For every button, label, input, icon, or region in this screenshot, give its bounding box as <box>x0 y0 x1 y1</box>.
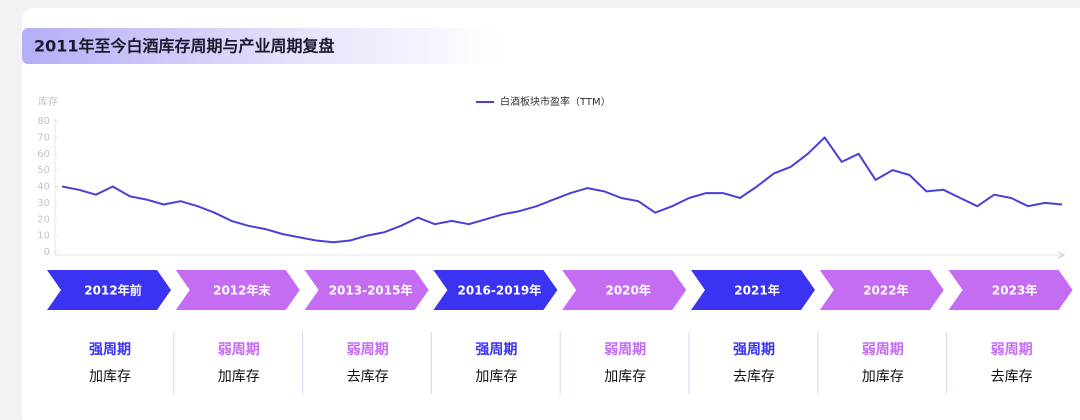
period-label: 2022年 <box>863 283 908 298</box>
period-label: 2013-2015年 <box>329 283 413 298</box>
period-label: 2016-2019年 <box>458 283 542 298</box>
period-label: 2020年 <box>605 283 650 298</box>
cycle-label: 弱周期 <box>604 342 646 358</box>
cycle-label: 弱周期 <box>218 342 260 358</box>
y-tick-label: 30 <box>37 198 50 209</box>
title-banner <box>22 28 502 64</box>
period-label: 2021年 <box>734 283 779 298</box>
period-chevron <box>433 270 558 310</box>
y-tick-label: 70 <box>37 132 50 143</box>
period-chevron <box>175 270 300 310</box>
legend-label: 白酒板块市盈率（TTM） <box>500 95 611 108</box>
period-label: 2023年 <box>992 283 1037 298</box>
y-tick-label: 10 <box>37 231 50 242</box>
period-chevron <box>304 270 429 310</box>
period-label: 2012年前 <box>84 283 141 298</box>
y-tick-label: 0 <box>44 247 50 258</box>
period-chevron <box>47 270 171 310</box>
inventory-label: 加库存 <box>862 369 904 385</box>
y-tick-label: 80 <box>37 116 50 127</box>
line-series <box>61 136 1063 244</box>
period-chevron <box>562 270 687 310</box>
y-tick-label: 50 <box>37 165 50 176</box>
period-chevron <box>819 270 944 310</box>
axis-arrow <box>1057 251 1066 259</box>
cycle-label: 弱周期 <box>862 342 904 358</box>
card <box>22 8 1080 420</box>
cycle-label: 弱周期 <box>347 342 389 358</box>
inventory-label: 加库存 <box>475 369 517 385</box>
period-chevron <box>691 270 815 310</box>
inventory-label: 去库存 <box>991 369 1033 385</box>
inventory-label: 加库存 <box>218 369 260 385</box>
cycle-label: 强周期 <box>475 342 517 358</box>
cycle-label: 强周期 <box>733 342 775 358</box>
period-chevron <box>948 270 1073 310</box>
y-tick-label: 40 <box>37 182 50 193</box>
y-axis-label: 库存 <box>38 95 58 108</box>
inventory-label: 去库存 <box>347 369 389 385</box>
inventory-label: 加库存 <box>604 369 646 385</box>
inventory-label: 加库存 <box>89 369 131 385</box>
chart-title: 2011年至今白酒库存周期与产业周期复盘 <box>34 37 335 56</box>
inventory-label: 去库存 <box>733 369 775 385</box>
y-tick-label: 60 <box>37 149 50 160</box>
cycle-label: 弱周期 <box>991 342 1033 358</box>
cycle-label: 强周期 <box>89 342 131 358</box>
y-tick-label: 20 <box>37 214 50 225</box>
period-label: 2012年末 <box>213 283 271 298</box>
